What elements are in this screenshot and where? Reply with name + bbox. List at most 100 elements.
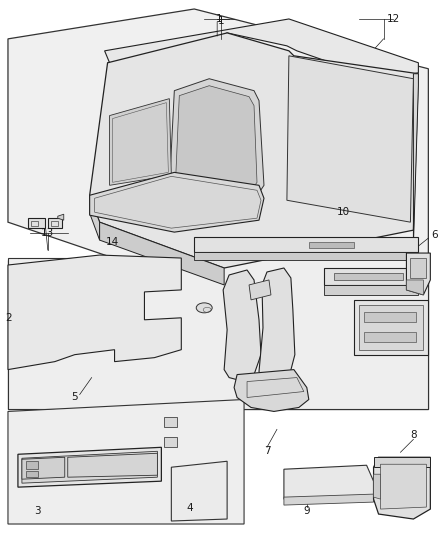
Ellipse shape (409, 488, 418, 494)
Polygon shape (99, 222, 224, 285)
Polygon shape (374, 457, 431, 519)
Polygon shape (234, 369, 309, 411)
Polygon shape (164, 417, 177, 427)
Polygon shape (413, 74, 418, 245)
Polygon shape (8, 9, 428, 290)
Text: 12: 12 (387, 14, 400, 24)
Ellipse shape (102, 198, 108, 202)
Ellipse shape (196, 303, 212, 313)
Ellipse shape (117, 208, 123, 212)
Polygon shape (284, 465, 374, 499)
Polygon shape (26, 461, 38, 469)
Ellipse shape (322, 67, 336, 74)
Ellipse shape (367, 119, 381, 126)
Polygon shape (90, 195, 99, 240)
Ellipse shape (345, 110, 359, 117)
Ellipse shape (152, 199, 157, 202)
Text: 14: 14 (106, 237, 119, 247)
Text: 6: 6 (431, 230, 438, 240)
Polygon shape (8, 255, 181, 369)
Ellipse shape (127, 202, 132, 205)
Polygon shape (284, 494, 374, 505)
Polygon shape (48, 218, 62, 228)
Polygon shape (223, 270, 261, 382)
Ellipse shape (384, 471, 393, 477)
Polygon shape (324, 268, 418, 285)
Ellipse shape (370, 85, 384, 92)
Polygon shape (406, 280, 424, 295)
Polygon shape (353, 300, 428, 354)
Polygon shape (110, 99, 171, 185)
Ellipse shape (384, 488, 393, 494)
Polygon shape (58, 214, 64, 220)
Ellipse shape (102, 208, 108, 212)
Polygon shape (22, 457, 65, 479)
Ellipse shape (181, 186, 188, 191)
Polygon shape (8, 260, 428, 409)
Ellipse shape (215, 196, 223, 201)
Ellipse shape (236, 163, 243, 168)
Polygon shape (164, 438, 177, 447)
Text: 5: 5 (71, 392, 78, 402)
Polygon shape (194, 237, 418, 252)
Polygon shape (406, 253, 431, 295)
Polygon shape (359, 305, 424, 350)
Text: 10: 10 (337, 207, 350, 217)
Polygon shape (374, 474, 381, 499)
Text: 8: 8 (410, 430, 417, 440)
Polygon shape (90, 172, 264, 232)
Text: 7: 7 (264, 446, 270, 456)
Ellipse shape (342, 179, 356, 186)
Ellipse shape (142, 201, 147, 204)
Text: 2: 2 (5, 313, 12, 323)
Polygon shape (194, 252, 418, 260)
Polygon shape (171, 461, 227, 521)
Polygon shape (249, 280, 271, 300)
Ellipse shape (201, 143, 208, 148)
Polygon shape (26, 471, 38, 477)
Text: 4: 4 (186, 503, 193, 513)
Ellipse shape (322, 102, 336, 109)
Ellipse shape (367, 154, 381, 161)
Ellipse shape (84, 469, 92, 474)
Text: 13: 13 (41, 228, 54, 238)
Ellipse shape (106, 468, 113, 473)
Text: 9: 9 (304, 506, 310, 516)
Polygon shape (381, 464, 426, 509)
Polygon shape (28, 218, 45, 228)
Text: 3: 3 (35, 506, 41, 516)
Ellipse shape (230, 194, 238, 199)
Polygon shape (324, 285, 418, 295)
Ellipse shape (409, 471, 418, 477)
Ellipse shape (126, 458, 134, 463)
Polygon shape (18, 447, 161, 487)
Ellipse shape (126, 467, 134, 472)
Ellipse shape (344, 145, 357, 152)
Polygon shape (22, 451, 157, 483)
Ellipse shape (320, 137, 334, 144)
Ellipse shape (106, 459, 113, 464)
Polygon shape (259, 268, 295, 384)
Polygon shape (334, 273, 403, 280)
Ellipse shape (364, 187, 378, 194)
Polygon shape (175, 86, 257, 208)
Polygon shape (90, 33, 418, 268)
Polygon shape (8, 400, 244, 524)
Polygon shape (410, 258, 426, 278)
Polygon shape (287, 56, 413, 222)
Polygon shape (374, 457, 431, 467)
Polygon shape (364, 312, 417, 322)
Ellipse shape (117, 196, 123, 200)
Polygon shape (68, 453, 157, 477)
Text: 1: 1 (218, 16, 224, 26)
Polygon shape (170, 79, 264, 215)
Ellipse shape (84, 460, 92, 465)
Ellipse shape (319, 170, 333, 177)
Polygon shape (364, 332, 417, 342)
Ellipse shape (346, 75, 360, 82)
Polygon shape (105, 19, 418, 80)
Polygon shape (309, 242, 353, 248)
Polygon shape (8, 258, 428, 409)
Ellipse shape (246, 193, 253, 198)
Text: 1: 1 (216, 14, 223, 24)
